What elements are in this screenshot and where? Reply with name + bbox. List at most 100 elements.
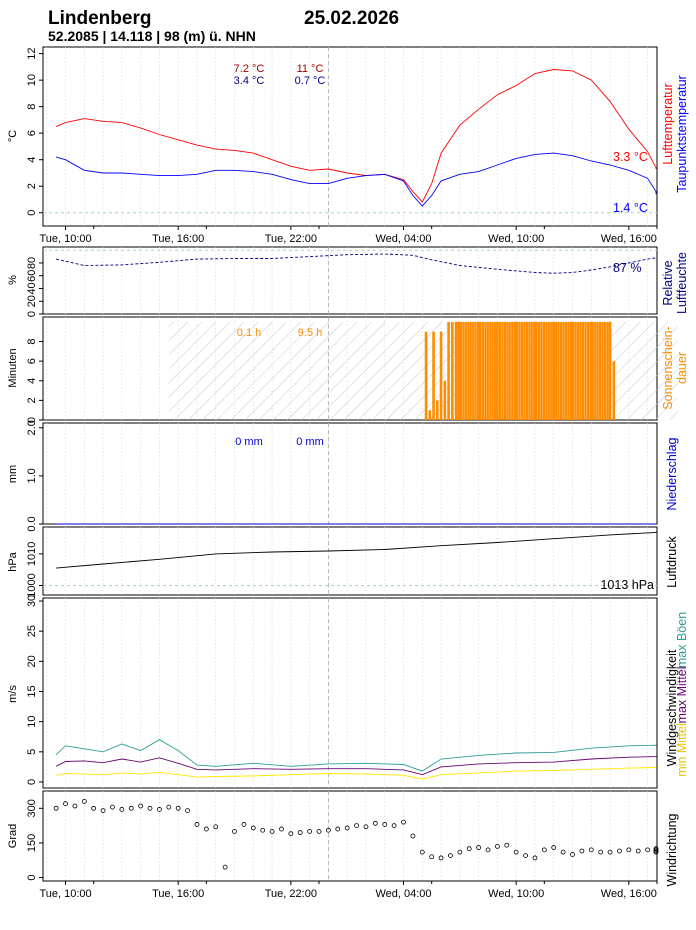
sunshine-bar: [503, 321, 507, 420]
wind-direction-point: [316, 828, 322, 834]
wind-direction-point: [363, 824, 369, 830]
sunshine-bar: [552, 321, 555, 420]
pressure-label: Luftdruck: [665, 536, 679, 588]
wind-direction-point: [157, 807, 162, 812]
sunshine-bar: [501, 321, 504, 420]
day1-sunshine-value: 0.1 h: [237, 327, 261, 339]
sunshine-bar: [439, 331, 443, 420]
sunshine-bar: [494, 321, 497, 420]
temperature-y-tick-label: 0: [26, 210, 38, 216]
sunshine-bar: [462, 321, 465, 420]
sunshine-bar: [447, 321, 450, 420]
wind-direction-point: [485, 847, 491, 853]
sunshine-bar: [594, 321, 597, 420]
wind-direction-point: [250, 825, 256, 831]
wind-direction-point: [532, 855, 538, 861]
wind-min-mean-label: min Mittel: [675, 723, 689, 776]
wind-y-tick-label: 30: [26, 595, 38, 607]
station-name: Lindenberg: [48, 8, 151, 29]
direction-x-tick-label: Tue, 22:00: [265, 888, 317, 900]
sunshine-bar: [589, 321, 592, 420]
report-date: 25.02.2026: [304, 8, 399, 29]
sunshine-label-b: dauer: [675, 352, 689, 384]
temperature-x-tick-label: Wed, 16:00: [601, 233, 657, 245]
wind-y-tick-label: 20: [26, 655, 38, 667]
wind-y-tick-label: 0: [26, 779, 38, 785]
sunshine-bar: [559, 321, 563, 420]
wind-direction-point: [147, 805, 153, 811]
sunshine-bar: [533, 321, 536, 420]
sunshine-bar: [599, 321, 602, 420]
sunshine-bar: [469, 321, 472, 420]
humidity-unit-label: %: [7, 275, 19, 285]
wind-unit-label: m/s: [7, 685, 19, 703]
sunshine-bar: [459, 321, 463, 420]
sunshine-bar: [491, 321, 494, 420]
wind-direction-point: [410, 833, 416, 839]
direction-x-tick-label: Tue, 10:00: [39, 888, 91, 900]
temperature-y-tick-label: 8: [26, 104, 38, 110]
day2-sunshine-value: 9.5 h: [298, 327, 322, 339]
temperature-plot-frame: [42, 46, 658, 227]
wind-direction-point: [222, 864, 228, 870]
sunshine-bar: [464, 321, 467, 420]
sunshine-bar: [451, 321, 454, 420]
wind-direction-point: [110, 804, 115, 810]
temperature-y-tick-label: 4: [26, 157, 38, 163]
wind-direction-point: [653, 849, 659, 855]
humidity-y-tick-label: 60: [26, 270, 38, 282]
wind-direction-point: [166, 804, 172, 810]
wind-direction-point: [541, 847, 547, 853]
day2-dewpoint-value: 0.7 °C: [295, 75, 326, 87]
sunshine-bar: [472, 321, 475, 420]
sunshine-bar: [520, 321, 524, 420]
wind-plot-frame: [42, 597, 658, 789]
wind-direction-point: [457, 849, 463, 855]
sunshine-bar: [577, 321, 580, 420]
sunshine-bar: [557, 321, 560, 420]
direction-y-tick-label: 300: [26, 799, 38, 817]
direction-x-tick-label: Wed, 10:00: [488, 888, 544, 900]
sunshine-bar: [545, 321, 548, 420]
wind-gust-label: max Böen: [675, 612, 689, 668]
sunshine-bar: [581, 321, 585, 420]
temperature-unit-label: °C: [7, 130, 19, 142]
temperature-y-tick-label: 12: [26, 48, 38, 60]
wind-direction-point: [476, 845, 482, 850]
sunshine-bar: [547, 321, 550, 420]
humidity-label-b: Luftfeuchte: [675, 252, 689, 314]
wind-gust-line: [55, 739, 657, 772]
sunshine-bar: [591, 321, 594, 420]
wind-direction-point: [241, 822, 247, 827]
current-pressure-value: 1013 hPa: [600, 578, 654, 592]
precip-y-tick-label: 2.0: [26, 420, 38, 435]
pressure-series-line: [56, 531, 657, 569]
wind-y-tick-label: 15: [26, 685, 38, 697]
sunshine-bar: [506, 321, 509, 420]
temperature-label: Lufttemperatur: [661, 83, 675, 164]
temperature-y-tick-label: 6: [26, 130, 38, 136]
sunshine-bar: [428, 410, 432, 420]
wind-direction-point: [382, 822, 388, 827]
direction-x-tick-label: Wed, 16:00: [601, 888, 657, 900]
sunshine-bar: [484, 321, 487, 420]
temperature-y-tick-label: 10: [26, 74, 38, 86]
sunshine-bar: [530, 321, 533, 420]
sunshine-bar: [467, 321, 470, 420]
wind-direction-point: [128, 805, 134, 811]
wind-direction-point: [344, 825, 350, 831]
day1-temperature-value: 7.2 °C: [234, 63, 265, 75]
panels: 0 2 4 6 8 10 12 °C 7.2 °C3.4 °C 11 °C0.7 °C 3.3 °C…: [7, 46, 678, 900]
sunshine-bar: [601, 321, 604, 420]
wind-direction-label: Windrichtung: [665, 813, 679, 886]
sunshine-bar: [535, 321, 538, 420]
sunshine-bar: [569, 321, 572, 420]
wind-direction-point: [354, 823, 359, 829]
wind-direction-point: [645, 847, 651, 853]
sunshine-bar: [496, 321, 499, 420]
precip-y-tick-label: 0.0: [26, 516, 38, 531]
direction-plot-frame: [42, 790, 658, 882]
sunshine-bar: [606, 321, 609, 420]
wind-direction-point: [429, 854, 435, 860]
humidity-y-tick-label: 0: [26, 311, 38, 317]
